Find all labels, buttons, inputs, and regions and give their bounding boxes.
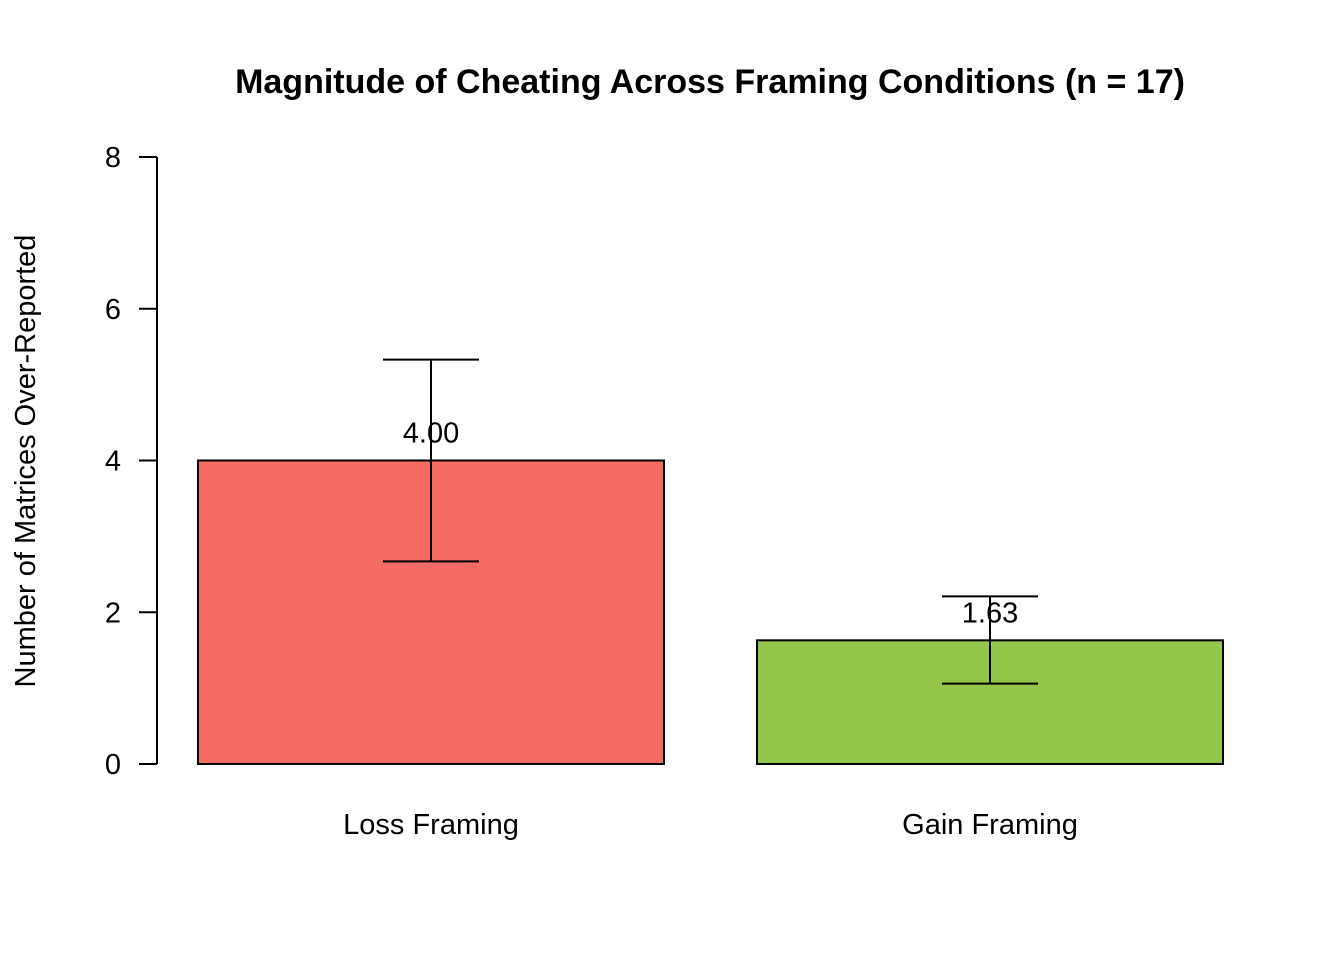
data-labels-group: 4.00 1.63 [403, 418, 1018, 630]
x-category-label: Loss Framing [343, 809, 519, 841]
data-label: 4.00 [403, 418, 459, 450]
y-axis-label: Number of Matrices Over-Reported [10, 235, 42, 688]
bars-group [197, 459, 1224, 765]
x-axis-labels: Loss Framing Gain Framing [343, 809, 1078, 841]
y-tick-label: 6 [105, 294, 121, 326]
y-axis-ticks: 0 2 4 6 8 [105, 142, 157, 781]
y-tick-label: 2 [105, 597, 121, 629]
x-category-label: Gain Framing [902, 809, 1078, 841]
y-tick-label: 8 [105, 142, 121, 174]
y-tick-label: 0 [105, 749, 121, 781]
error-bars-group [383, 358, 1038, 685]
chart-title: Magnitude of Cheating Across Framing Con… [235, 63, 1185, 101]
y-tick-label: 4 [105, 446, 121, 478]
data-label: 1.63 [962, 597, 1018, 629]
